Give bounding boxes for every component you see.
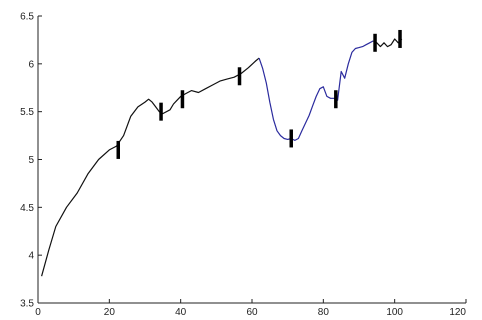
x-tick-label: 60 (246, 307, 258, 318)
x-tick-label: 100 (386, 307, 403, 318)
y-tick-label: 6 (28, 59, 34, 70)
series-line-3 (373, 38, 403, 48)
x-tick-label: 120 (449, 307, 466, 318)
y-tick-label: 5.5 (20, 107, 34, 118)
series-lines (41, 38, 403, 277)
y-tick-label: 6.5 (20, 12, 34, 23)
series-line-1 (41, 57, 260, 277)
series-line-2 (258, 40, 374, 141)
x-tick-label: 20 (104, 307, 116, 318)
x-tick-label: 80 (318, 307, 330, 318)
markers (116, 29, 402, 159)
axes: 3.5 4 4.5 5 5.5 6 6.5 0 20 40 60 80 100 120 (20, 12, 467, 318)
x-tick-label: 40 (175, 307, 187, 318)
y-tick-label: 4 (28, 251, 34, 262)
y-tick-label: 5 (28, 155, 34, 166)
y-tick-label: 3.5 (20, 299, 34, 310)
x-tick-label: 0 (35, 307, 41, 318)
y-tick-label: 4.5 (20, 203, 34, 214)
